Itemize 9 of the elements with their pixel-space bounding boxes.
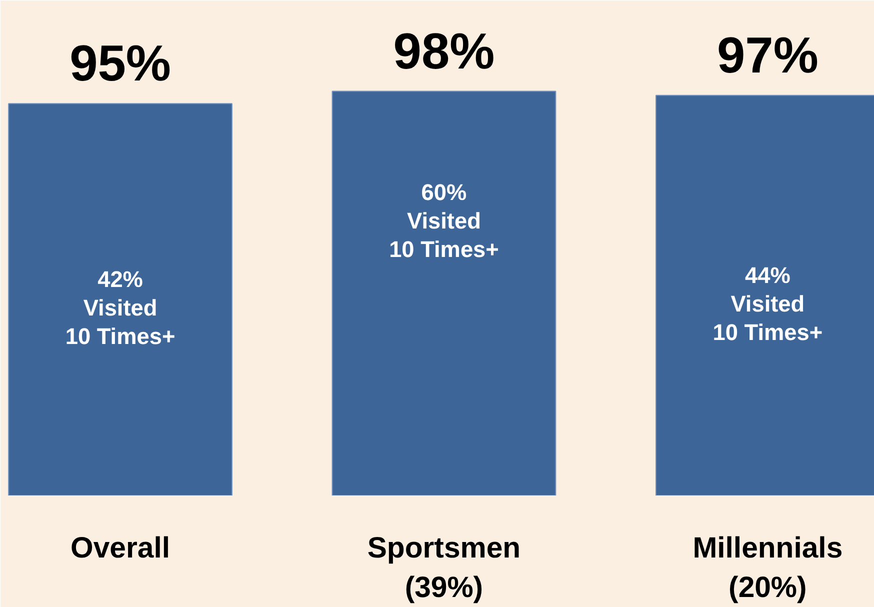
x-tick-label: Overall — [70, 532, 170, 564]
data-label: 98% — [393, 22, 495, 80]
annotation: 44% Visited 10 Times+ — [712, 262, 823, 346]
data-label: 95% — [70, 34, 171, 92]
data-label: 97% — [716, 26, 818, 84]
x-tick-label: Millennials (20%) — [692, 532, 843, 604]
annotation: 42% Visited 10 Times+ — [65, 266, 176, 349]
x-tick-label: Sportsmen (39%) — [367, 532, 521, 604]
annotation: 60% Visited 10 Times+ — [389, 179, 499, 262]
